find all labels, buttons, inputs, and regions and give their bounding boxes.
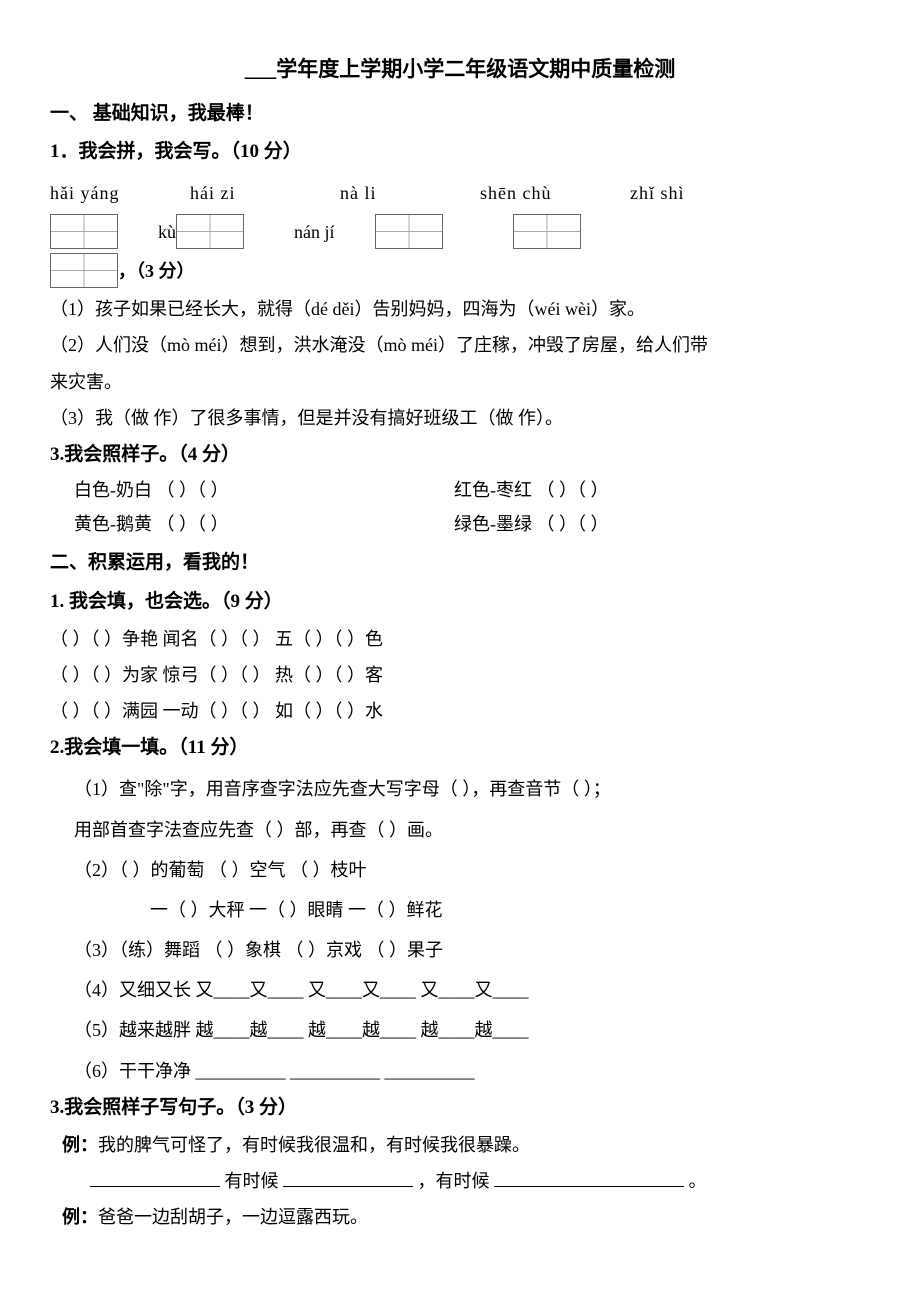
s2-q1-r3: （ ）（ ）满园 一动（ ）（ ） 如（ ）（ ）水 — [50, 694, 870, 728]
pinyin-3: nà li — [340, 176, 480, 210]
example-label: 例： — [62, 1207, 98, 1227]
s1-q2-item2b: 来灾害。 — [50, 365, 870, 399]
section2-header: 二、积累运用，看我的！ — [50, 545, 870, 581]
write-box[interactable] — [513, 214, 581, 249]
write-box-row-2: ，（3 分） — [50, 253, 870, 288]
s1-q3-row1: 白色-奶白 （ ）（ ） 红色-枣红 （ ）（ ） — [50, 473, 870, 507]
example2-text: 爸爸一边刮胡子，一边逗露西玩。 — [98, 1207, 368, 1227]
s1-q1-suffix: ，（3 分） — [118, 254, 195, 288]
s2-q2-i5: （5）越来越胖 越____越____ 越____越____ 越____越____ — [50, 1013, 870, 1047]
pinyin-row-1: hǎi yáng hái zi nà li shēn chù zhǐ shì — [50, 176, 870, 210]
s2-q2-i3: （3）（练）舞蹈 （ ）象棋 （ ）京戏 （ ）果子 — [50, 933, 870, 967]
pinyin-ku: kù — [158, 215, 176, 249]
s2-q2-i6: （6）干干净净 __________ __________ __________ — [50, 1054, 870, 1088]
s2-q2-i1b: 用部首查字法查应先查（ ）部，再查（ ）画。 — [50, 813, 870, 847]
pinyin-1: hǎi yáng — [50, 176, 190, 210]
s2-q1-r2: （ ）（ ）为家 惊弓（ ）（ ） 热（ ）（ ）客 — [50, 658, 870, 692]
color-green: 绿色-墨绿 （ ）（ ） — [454, 507, 609, 541]
s2-q3-ex2: 例：爸爸一边刮胡子，一边逗露西玩。 — [50, 1200, 870, 1234]
s2-q2-i2a: （2）（ ）的葡萄 （ ）空气 （ ）枝叶 — [50, 853, 870, 887]
s2-q3-header: 3.我会照样子写句子。（3 分） — [50, 1090, 870, 1126]
example1-text: 我的脾气可怪了，有时候我很温和，有时候我很暴躁。 — [98, 1135, 530, 1155]
write-box[interactable] — [375, 214, 443, 249]
write-box[interactable] — [50, 253, 118, 288]
s1-q1-header: 1．我会拼，我会写。（10 分） — [50, 134, 870, 170]
section1-header: 一、 基础知识，我最棒！ — [50, 96, 870, 132]
fill-text-1a: 有时候 — [225, 1171, 279, 1191]
s1-q3-row2: 黄色-鹅黄 （ ）（ ） 绿色-墨绿 （ ）（ ） — [50, 507, 870, 541]
s1-q3-header: 3.我会照样子。（4 分） — [50, 437, 870, 473]
s1-q2-item2a: （2）人们没（mò méi）想到，洪水淹没（mò méi）了庄稼，冲毁了房屋，给… — [50, 328, 870, 362]
blank-line[interactable] — [494, 1166, 684, 1188]
s2-q2-i4: （4）又细又长 又____又____ 又____又____ 又____又____ — [50, 973, 870, 1007]
fill-text-1c: 。 — [689, 1171, 707, 1191]
write-box-row-1: kù nán jí — [50, 214, 870, 249]
s2-q2-i2b: 一（ ）大秤 一（ ）眼睛 一（ ）鲜花 — [50, 893, 870, 927]
pinyin-2: hái zi — [190, 176, 340, 210]
s1-q2-item1: （1）孩子如果已经长大，就得（dé děi）告别妈妈，四海为（wéi wèi）家… — [50, 292, 870, 326]
s1-q2-item3: （3）我（做 作）了很多事情，但是并没有搞好班级工（做 作）。 — [50, 401, 870, 435]
blank-line[interactable] — [90, 1166, 220, 1188]
exam-title: ___学年度上学期小学二年级语文期中质量检测 — [50, 50, 870, 90]
s2-q1-r1: （ ）（ ）争艳 闻名（ ）（ ） 五（ ）（ ）色 — [50, 622, 870, 656]
pinyin-4: shēn chù — [480, 176, 630, 210]
blank-line[interactable] — [283, 1166, 413, 1188]
write-box[interactable] — [176, 214, 244, 249]
s2-q2-header: 2.我会填一填。（11 分） — [50, 730, 870, 766]
color-white: 白色-奶白 （ ）（ ） — [74, 473, 454, 507]
s2-q3-fill1: 有时候 ，有时候 。 — [50, 1164, 870, 1198]
color-yellow: 黄色-鹅黄 （ ）（ ） — [74, 507, 454, 541]
s2-q2-i1a: （1）查"除"字，用音序查字法应先查大写字母（ ），再查音节（ ）； — [50, 772, 870, 806]
color-red: 红色-枣红 （ ）（ ） — [454, 473, 609, 507]
s2-q3-ex1: 例：我的脾气可怪了，有时候我很温和，有时候我很暴躁。 — [50, 1128, 870, 1162]
pinyin-5: zhǐ shì — [630, 176, 685, 210]
pinyin-nanji: nán jí — [294, 215, 335, 249]
fill-text-1b: ，有时候 — [418, 1171, 490, 1191]
s2-q1-header: 1. 我会填，也会选。（9 分） — [50, 584, 870, 620]
example-label: 例： — [62, 1135, 98, 1155]
write-box[interactable] — [50, 214, 118, 249]
